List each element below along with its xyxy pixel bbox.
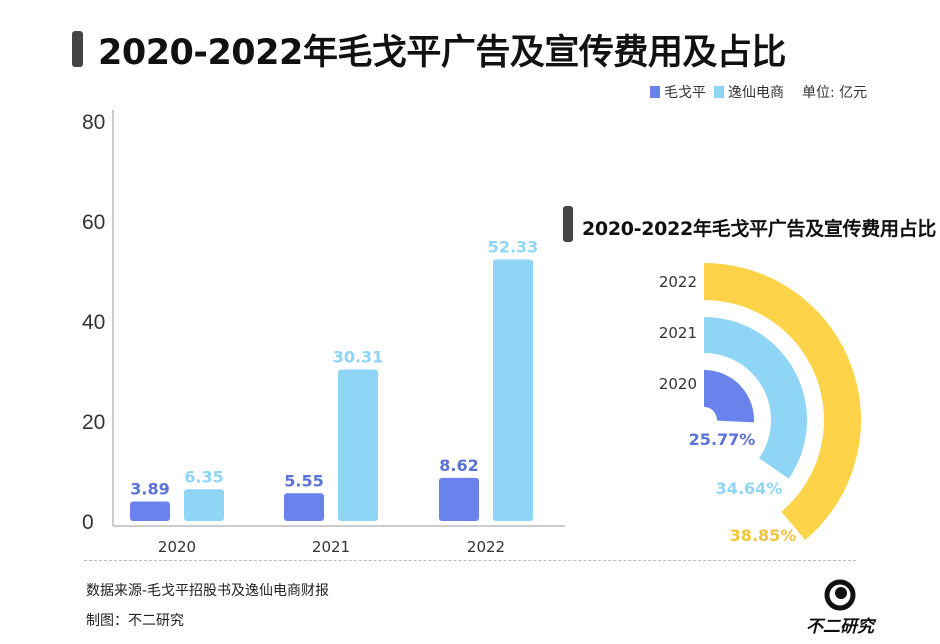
divider <box>84 560 856 561</box>
legend: 毛戈平 逸仙电商 单位: 亿元 <box>650 82 867 102</box>
unit-label: 单位: 亿元 <box>802 85 868 101</box>
radial-bar-2022 <box>704 263 861 541</box>
x-tick-label: 2020 <box>158 538 196 556</box>
data-label: 6.35 <box>184 467 223 486</box>
chart-maker: 制图：不二研究 <box>86 613 184 629</box>
y-tick-label: 80 <box>82 111 105 134</box>
bar-yixian <box>338 369 378 521</box>
subtitle-accent-bar <box>563 206 573 242</box>
y-tick-label: 60 <box>82 211 105 234</box>
bar-maogeping <box>130 501 170 521</box>
data-label: 3.89 <box>130 480 169 499</box>
radial-category-label: 2022 <box>659 273 697 291</box>
radial-bar-2020 <box>704 370 754 423</box>
data-label: 8.62 <box>439 456 478 475</box>
page-title: 2020-2022年毛戈平广告及宣传费用及占比 <box>98 33 786 73</box>
radial-chart-title: 2020-2022年毛戈平广告及宣传费用占比 <box>582 218 937 240</box>
data-label: 30.31 <box>333 347 384 366</box>
radial-category-label: 2021 <box>659 324 697 342</box>
title-accent-bar <box>72 31 83 67</box>
radial-value-label: 34.64% <box>716 479 783 498</box>
data-source: 数据来源-毛戈平招股书及逸仙电商财报 <box>86 583 330 599</box>
legend-swatch <box>650 86 660 98</box>
brand-logo: 不二研究 <box>800 578 880 637</box>
data-label: 52.33 <box>488 237 539 256</box>
legend-item-maogeping: 毛戈平 <box>650 82 706 102</box>
radial-category-label: 2020 <box>659 375 697 393</box>
y-tick-label: 40 <box>82 311 105 334</box>
radial-value-label: 38.85% <box>730 526 797 545</box>
bar-maogeping <box>284 493 324 521</box>
x-tick-label: 2021 <box>312 538 350 556</box>
radial-value-label: 25.77% <box>689 430 756 449</box>
logo-icon <box>824 579 856 611</box>
legend-item-yixian: 逸仙电商 <box>714 82 784 102</box>
y-tick-label: 20 <box>82 411 105 434</box>
radial-bar-2021 <box>704 317 807 479</box>
bar-yixian <box>493 259 533 521</box>
data-label: 5.55 <box>284 471 323 490</box>
x-tick-label: 2022 <box>467 538 505 556</box>
bar-maogeping <box>439 477 479 521</box>
legend-swatch <box>714 86 724 98</box>
logo-text: 不二研究 <box>806 617 874 637</box>
y-tick-label: 0 <box>82 511 94 534</box>
bar-yixian <box>184 489 224 521</box>
